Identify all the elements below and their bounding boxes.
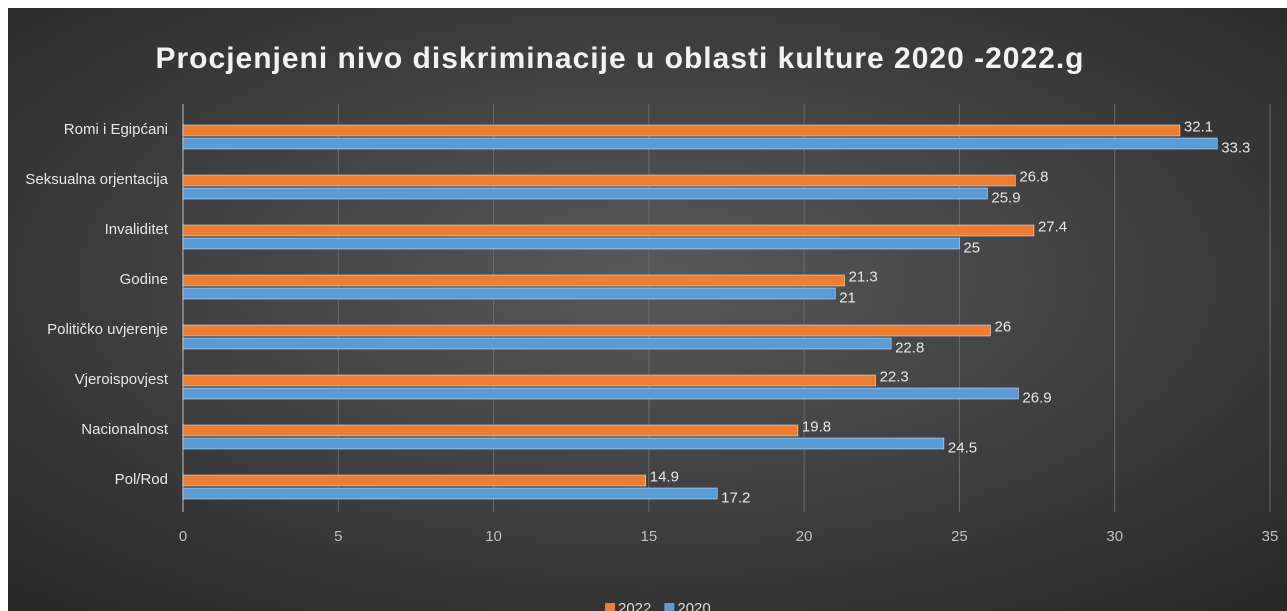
bar <box>182 237 960 250</box>
bar <box>182 487 718 500</box>
y-tick-label: Pol/Rod <box>115 471 168 488</box>
x-tick-label: 5 <box>334 528 342 545</box>
data-label: 26.8 <box>1019 168 1048 185</box>
bar <box>182 474 647 487</box>
bar <box>182 274 845 287</box>
y-tick-label: Političko uvjerenje <box>47 321 168 338</box>
data-label: 26 <box>994 318 1011 335</box>
bar <box>182 337 892 350</box>
data-label: 21.3 <box>849 268 878 285</box>
bar <box>182 174 1016 187</box>
data-label: 14.9 <box>650 468 679 485</box>
y-tick-label: Vjeroispovjest <box>75 371 169 388</box>
bar <box>182 324 991 337</box>
y-tick-label: Romi i Egipćani <box>64 121 168 138</box>
x-tick-label: 0 <box>179 528 187 545</box>
bar <box>182 374 876 387</box>
data-label: 27.4 <box>1038 218 1067 235</box>
y-tick-label: Godine <box>120 271 168 288</box>
bar <box>182 187 988 200</box>
bar <box>182 437 945 450</box>
y-tick-label: Seksualna orjentacija <box>25 171 168 188</box>
data-label: 32.1 <box>1184 118 1213 135</box>
x-tick-label: 25 <box>951 528 968 545</box>
x-tick-label: 10 <box>485 528 502 545</box>
x-tick-label: 20 <box>796 528 813 545</box>
data-label: 25 <box>963 239 980 256</box>
y-tick-label: Invaliditet <box>105 221 169 238</box>
legend-label: 2020 <box>677 600 710 611</box>
data-label: 19.8 <box>802 418 831 435</box>
x-tick-label: 35 <box>1262 528 1279 545</box>
data-label: 17.2 <box>721 489 750 506</box>
data-label: 22.3 <box>880 368 909 385</box>
chart-title: Procjenjeni nivo diskriminacije u oblast… <box>156 42 1085 75</box>
data-label: 21 <box>839 289 856 306</box>
x-tick-label: 30 <box>1106 528 1123 545</box>
bar <box>182 287 836 300</box>
bar <box>182 137 1218 150</box>
data-label: 24.5 <box>948 439 977 456</box>
data-label: 26.9 <box>1022 389 1051 406</box>
legend-swatch <box>664 603 675 611</box>
x-tick-label: 15 <box>641 528 658 545</box>
legend-swatch <box>605 603 615 611</box>
bar <box>182 424 799 437</box>
legend-label: 2022 <box>618 600 651 611</box>
data-label: 25.9 <box>991 189 1020 206</box>
bar <box>182 124 1181 137</box>
bar <box>182 387 1019 400</box>
y-tick-label: Nacionalnost <box>81 421 169 438</box>
data-label: 22.8 <box>895 339 924 356</box>
data-label: 33.3 <box>1221 139 1250 156</box>
chart-background <box>8 8 1287 611</box>
bar <box>182 224 1035 237</box>
